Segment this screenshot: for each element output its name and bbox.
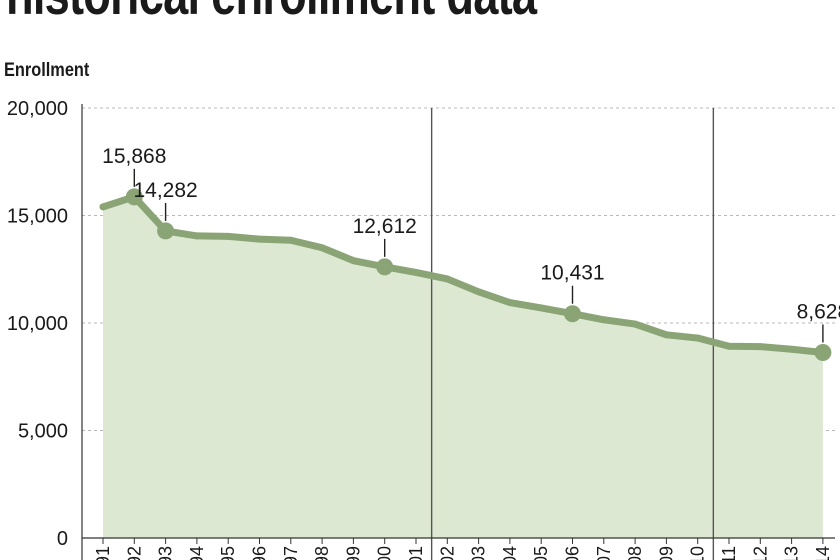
series-line bbox=[99, 193, 827, 356]
x-tick-label: 02 bbox=[437, 546, 457, 560]
x-tick-label: 99 bbox=[343, 546, 363, 560]
y-tick-label: 20,000 bbox=[7, 98, 68, 120]
x-tick-label: 06 bbox=[563, 546, 583, 560]
x-tick-label: 10 bbox=[688, 546, 708, 560]
data-point bbox=[256, 235, 263, 243]
x-tick-label: 96 bbox=[250, 546, 270, 560]
data-point bbox=[537, 304, 545, 312]
x-tick-label: 95 bbox=[218, 546, 238, 560]
y-axis-label: Enrollment bbox=[4, 60, 90, 81]
x-tick-label: 03 bbox=[469, 546, 489, 560]
data-point bbox=[475, 288, 483, 296]
x-tick-label: 97 bbox=[281, 546, 301, 560]
x-tick-label: 12 bbox=[750, 546, 770, 560]
x-tick-label: 93 bbox=[156, 546, 176, 560]
data-point bbox=[631, 320, 639, 328]
data-point bbox=[662, 331, 670, 339]
series-area bbox=[103, 196, 823, 538]
data-point bbox=[725, 342, 733, 350]
data-label: 12,612 bbox=[353, 215, 417, 238]
data-point bbox=[788, 345, 796, 353]
labeled-point-marker bbox=[814, 343, 832, 361]
data-point bbox=[412, 268, 420, 276]
x-tick-label: 92 bbox=[124, 546, 144, 560]
chart-title: historical enrollment data bbox=[6, 0, 537, 28]
x-tick-label: 00 bbox=[375, 546, 395, 560]
data-point bbox=[756, 343, 764, 351]
data-point bbox=[600, 316, 608, 324]
x-tick-label: 08 bbox=[625, 546, 645, 560]
data-point bbox=[694, 334, 702, 342]
data-point bbox=[506, 299, 514, 307]
x-tick-label: 14 bbox=[813, 546, 833, 560]
x-tick-label: 04 bbox=[500, 546, 520, 560]
y-tick-label: 10,000 bbox=[7, 313, 68, 335]
x-tick-label: 91 bbox=[93, 546, 113, 560]
x-tick-label: 98 bbox=[312, 546, 332, 560]
x-tick-label: 11 bbox=[719, 546, 739, 560]
labeled-point-marker bbox=[125, 188, 143, 206]
data-label: 8,628 bbox=[797, 300, 840, 323]
x-tick-label: 01 bbox=[406, 546, 426, 560]
labeled-point-marker bbox=[564, 305, 581, 323]
data-point bbox=[193, 232, 201, 240]
y-tick-label: 0 bbox=[57, 528, 68, 550]
data-label: 15,868 bbox=[102, 145, 166, 168]
y-tick-label: 5,000 bbox=[18, 421, 68, 443]
labeled-point-marker bbox=[157, 222, 175, 240]
data-point bbox=[318, 244, 326, 252]
data-label: 10,431 bbox=[540, 262, 604, 285]
x-tick-label: 05 bbox=[531, 546, 551, 560]
data-point bbox=[224, 232, 232, 240]
data-point bbox=[99, 203, 107, 211]
x-tick-label: 07 bbox=[594, 546, 614, 560]
x-tick-label: 13 bbox=[782, 546, 802, 560]
x-tick-label: 09 bbox=[656, 546, 676, 560]
data-point bbox=[443, 275, 451, 283]
data-point bbox=[287, 236, 295, 244]
data-point bbox=[349, 257, 357, 265]
data-label: 14,282 bbox=[133, 179, 197, 202]
x-tick-label: 94 bbox=[187, 546, 207, 560]
y-tick-label: 15,000 bbox=[7, 206, 68, 228]
labeled-point-marker bbox=[376, 258, 394, 276]
